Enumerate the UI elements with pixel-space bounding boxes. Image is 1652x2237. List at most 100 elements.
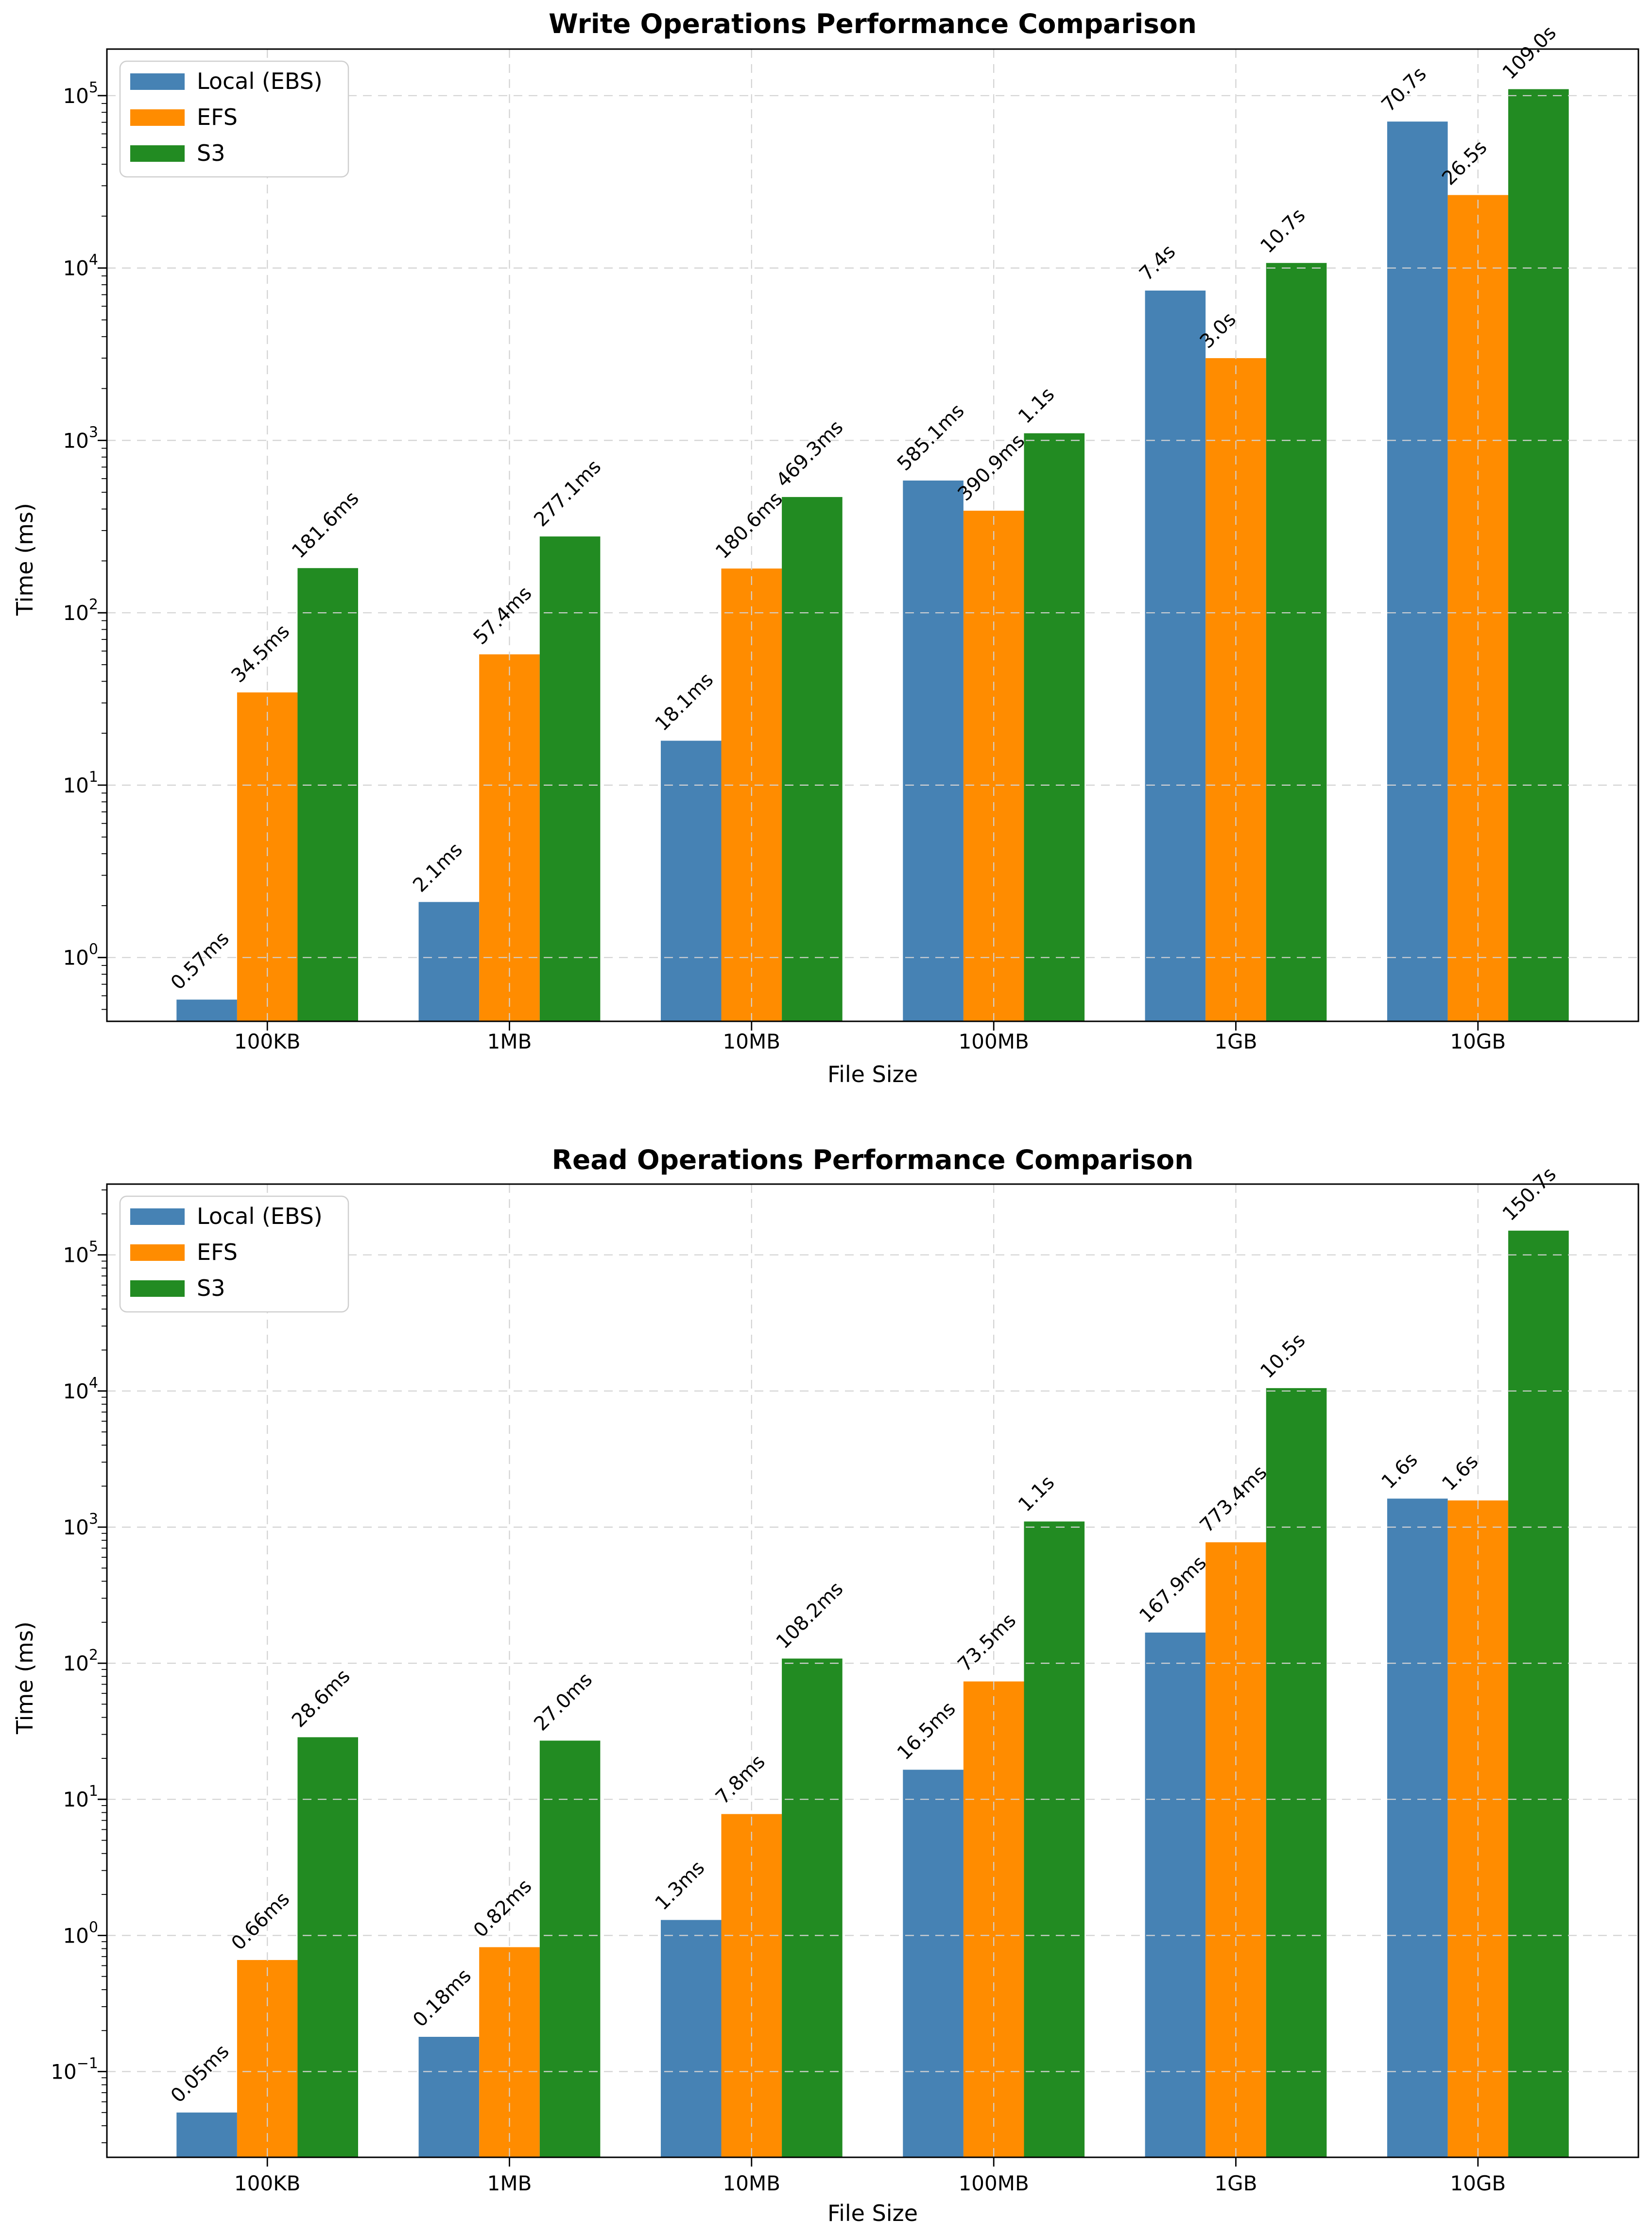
x-tick-label-1mb: 1MB <box>487 1030 532 1053</box>
legend-label-efs: EFS <box>197 1239 238 1265</box>
y-tick-label: 100 <box>63 941 98 970</box>
x-tick-label-100kb: 100KB <box>234 2171 301 2195</box>
bar-value-label: 0.82ms <box>469 1875 536 1942</box>
bar-value-label: 1.1s <box>1014 1471 1059 1516</box>
y-tick-label: 102 <box>63 596 98 625</box>
bar-value-label: 27.0ms <box>530 1669 597 1736</box>
bar-value-label: 773.4ms <box>1196 1461 1272 1537</box>
bar-value-label: 34.5ms <box>227 620 294 687</box>
bar-value-label: 0.66ms <box>227 1888 294 1955</box>
x-tick-label-100kb: 100KB <box>234 1030 301 1053</box>
x-tick-label-10gb: 10GB <box>1450 2171 1506 2195</box>
x-tick-label-10gb: 10GB <box>1450 1030 1506 1053</box>
bar-local-ebs-1mb <box>418 2037 480 2157</box>
bar-s3-100mb <box>1024 1521 1085 2157</box>
bar-local-ebs-100kb <box>176 999 237 1021</box>
legend-label-s3: S3 <box>197 1275 225 1301</box>
bar-value-label: 0.18ms <box>409 1964 476 2031</box>
read-chart-plot: 0.05ms 0.18ms 1.3ms 16.5ms 167.9ms 1.6s 0.66ms… <box>51 1163 1639 2195</box>
bar-local-ebs-1mb <box>418 902 480 1021</box>
bar-value-label: 16.5ms <box>893 1698 960 1765</box>
bar-local-ebs-100mb <box>903 481 964 1021</box>
x-tick-label-10mb: 10MB <box>723 1030 781 1053</box>
legend-label-efs: EFS <box>197 104 238 130</box>
bar-value-label: 7.4s <box>1135 241 1180 285</box>
bar-s3-1gb <box>1266 263 1327 1022</box>
bar-local-ebs-10gb <box>1387 1498 1448 2157</box>
bar-efs-100mb <box>963 1681 1024 2157</box>
plot-border <box>106 48 1639 1022</box>
x-tick-label-1gb: 1GB <box>1214 2171 1257 2195</box>
bar-value-label: 108.2ms <box>772 1578 848 1653</box>
y-tick-label: 101 <box>63 769 98 797</box>
bar-local-ebs-1gb <box>1145 291 1206 1021</box>
legend-swatch-local-ebs <box>130 1208 185 1225</box>
bar-value-label: 57.4ms <box>469 582 536 649</box>
bar-local-ebs-100kb <box>176 2112 237 2157</box>
x-tick-label-10mb: 10MB <box>723 2171 781 2195</box>
bar-value-label: 10.5s <box>1256 1329 1309 1383</box>
x-tick-label-1mb: 1MB <box>487 2171 532 2195</box>
y-tick-label: 103 <box>63 1511 98 1539</box>
legend-swatch-s3 <box>130 145 185 162</box>
bar-value-label: 10.7s <box>1256 204 1309 258</box>
x-tick-label-1gb: 1GB <box>1214 1030 1257 1053</box>
bar-value-label: 7.8ms <box>711 1751 770 1809</box>
bar-s3-1mb <box>539 536 601 1021</box>
bar-value-label: 0.05ms <box>167 2040 234 2107</box>
bar-value-label: 1.6s <box>1377 1448 1422 1493</box>
plot-border <box>106 1183 1639 2158</box>
y-tick-label: 104 <box>63 252 98 280</box>
legend-swatch-s3 <box>130 1280 185 1297</box>
x-axis-label: File Size <box>827 1061 918 1087</box>
bar-value-label: 390.9ms <box>953 430 1029 505</box>
legend-swatch-efs <box>130 1244 185 1261</box>
y-tick-label: 101 <box>63 1783 98 1811</box>
y-tick-label: 105 <box>63 1239 98 1267</box>
bar-value-label: 70.7s <box>1377 63 1431 116</box>
y-axis-label: Time (ms) <box>12 1621 38 1734</box>
y-axis-label: Time (ms) <box>12 503 38 616</box>
bar-local-ebs-10mb <box>661 1920 722 2157</box>
chart-title: Write Operations Performance Comparison <box>549 8 1197 39</box>
write-chart-plot: 0.57ms 2.1ms 18.1ms 585.1ms 7.4s 70.7s 34.5ms 5… <box>63 21 1639 1053</box>
legend-label-local-ebs: Local (EBS) <box>197 1203 323 1229</box>
x-axis-label: File Size <box>827 2200 918 2226</box>
bar-value-label: 0.57ms <box>167 928 234 995</box>
y-tick-label: 102 <box>63 1647 98 1675</box>
bar-value-label: 181.6ms <box>288 487 363 563</box>
bar-s3-10mb <box>782 1658 843 2157</box>
bar-value-label: 585.1ms <box>893 399 969 475</box>
bar-local-ebs-100mb <box>903 1770 964 2157</box>
bar-value-label: 28.6ms <box>288 1665 355 1732</box>
bar-s3-1mb <box>539 1740 601 2157</box>
read-operations-chart: 0.05ms 0.18ms 1.3ms 16.5ms 167.9ms 1.6s 0.66ms… <box>0 1118 1652 2237</box>
bar-s3-1gb <box>1266 1388 1327 2157</box>
chart-title: Read Operations Performance Comparison <box>551 1144 1194 1175</box>
bar-value-label: 2.1ms <box>409 839 467 897</box>
bar-s3-10mb <box>782 497 843 1021</box>
y-tick-label: 10−1 <box>51 2055 98 2084</box>
bar-value-label: 1.3ms <box>651 1857 709 1915</box>
y-tick-label: 104 <box>63 1375 98 1403</box>
legend-label-s3: S3 <box>197 140 225 166</box>
bar-s3-100mb <box>1024 433 1085 1022</box>
bar-value-label: 73.5ms <box>953 1609 1020 1676</box>
bar-value-label: 469.3ms <box>772 416 848 492</box>
bar-local-ebs-10mb <box>661 740 722 1021</box>
write-operations-chart: 0.57ms 2.1ms 18.1ms 585.1ms 7.4s 70.7s 34.5ms 5… <box>0 0 1652 1118</box>
y-tick-label: 103 <box>63 424 98 452</box>
x-tick-label-100mb: 100MB <box>959 1030 1029 1053</box>
legend-label-local-ebs: Local (EBS) <box>197 68 323 94</box>
legend-swatch-local-ebs <box>130 73 185 90</box>
x-tick-label-100mb: 100MB <box>959 2171 1029 2195</box>
bar-s3-10gb <box>1508 1230 1569 2157</box>
bar-local-ebs-10gb <box>1387 121 1448 1022</box>
y-tick-label: 100 <box>63 1919 98 1947</box>
bar-local-ebs-1gb <box>1145 1633 1206 2157</box>
bar-value-label: 1.1s <box>1014 383 1059 428</box>
bar-value-label: 167.9ms <box>1135 1551 1211 1627</box>
y-tick-label: 105 <box>63 79 98 108</box>
legend-swatch-efs <box>130 109 185 126</box>
